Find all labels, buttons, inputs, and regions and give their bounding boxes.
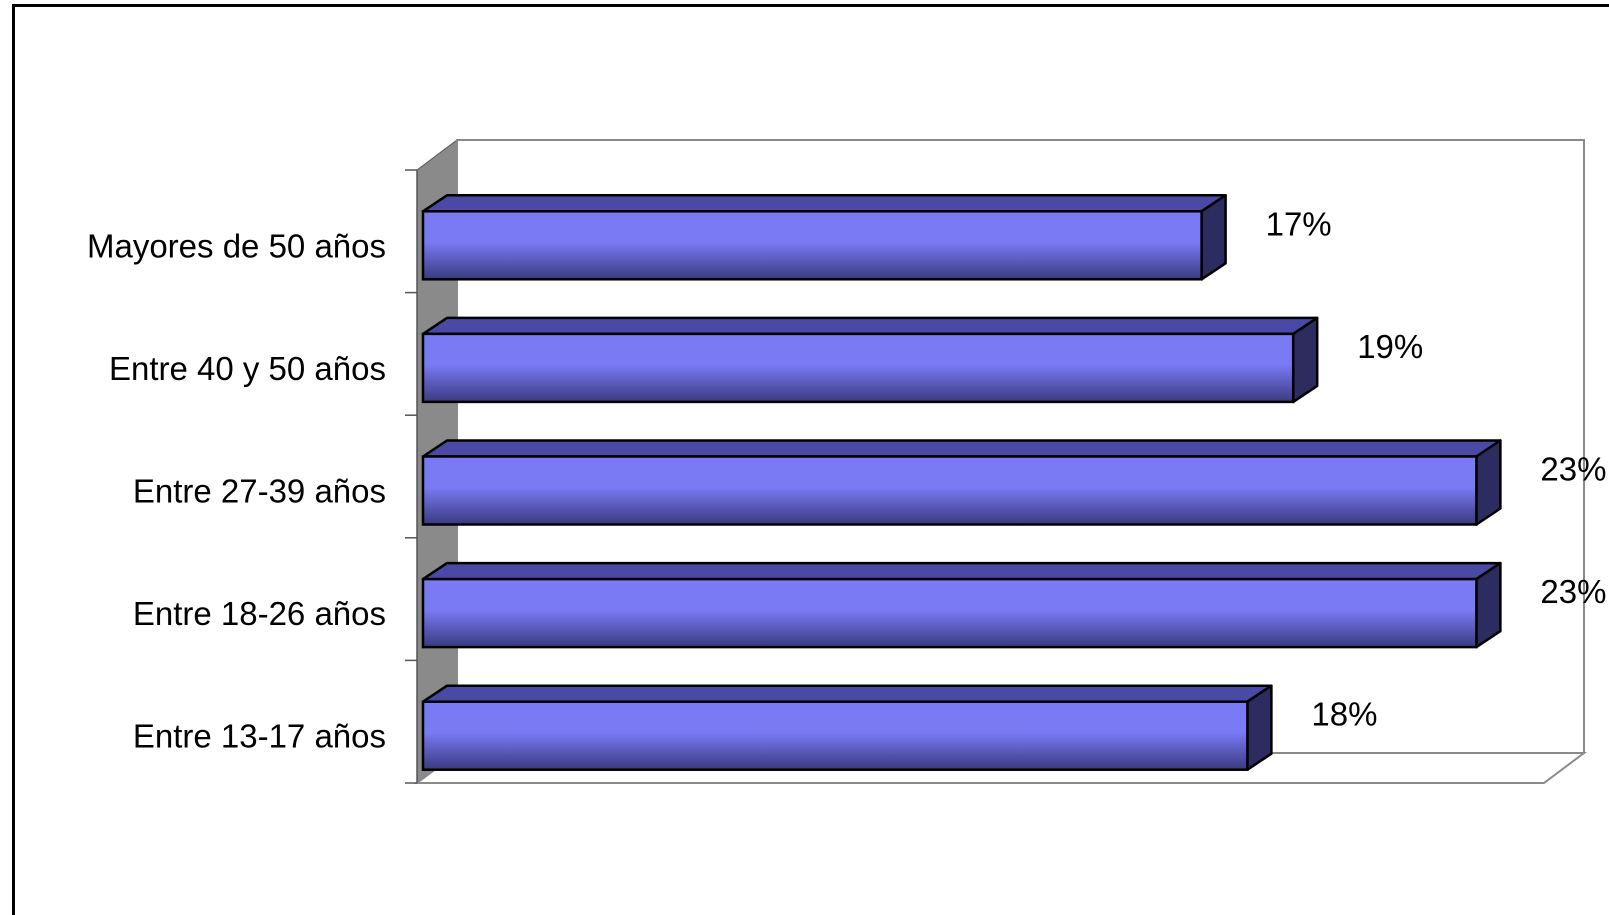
bar-front-face — [421, 700, 1249, 771]
bar-side-face — [1291, 316, 1319, 404]
bar — [421, 561, 1502, 649]
bar-top-face — [421, 684, 1273, 703]
bar-side-face — [1475, 561, 1502, 649]
bar-front-face — [421, 577, 1478, 649]
bar-side-face — [1475, 439, 1502, 526]
data-label: 23% — [1540, 573, 1606, 610]
bar-front-face — [421, 332, 1295, 404]
bar — [421, 684, 1273, 771]
category-label: Entre 13-17 años — [133, 718, 386, 755]
data-label: 23% — [1540, 451, 1606, 488]
bar — [421, 316, 1319, 404]
category-label: Entre 18-26 años — [133, 595, 386, 632]
bar-top-face — [421, 194, 1227, 213]
category-label: Mayores de 50 años — [87, 227, 386, 264]
data-label: 18% — [1311, 696, 1377, 733]
chart-frame — [12, 4, 1609, 915]
bar — [421, 439, 1502, 526]
bars-group — [421, 194, 1502, 771]
data-label: 19% — [1357, 328, 1423, 365]
category-label: Entre 40 y 50 años — [109, 350, 386, 387]
axis-ticks — [405, 169, 417, 784]
bar-front-face — [421, 210, 1203, 281]
bar-top-face — [421, 439, 1502, 458]
labels-group: Mayores de 50 años 17% Entre 40 y 50 años 1… — [87, 205, 1606, 754]
bar-top-face — [421, 316, 1319, 336]
bar-side-face — [1200, 194, 1227, 281]
bar-top-face — [421, 561, 1502, 581]
data-label: 17% — [1266, 205, 1332, 242]
bar — [421, 194, 1227, 281]
bar-front-face — [421, 455, 1478, 526]
category-label: Entre 27-39 años — [133, 473, 386, 510]
bar-side-face — [1246, 684, 1273, 771]
